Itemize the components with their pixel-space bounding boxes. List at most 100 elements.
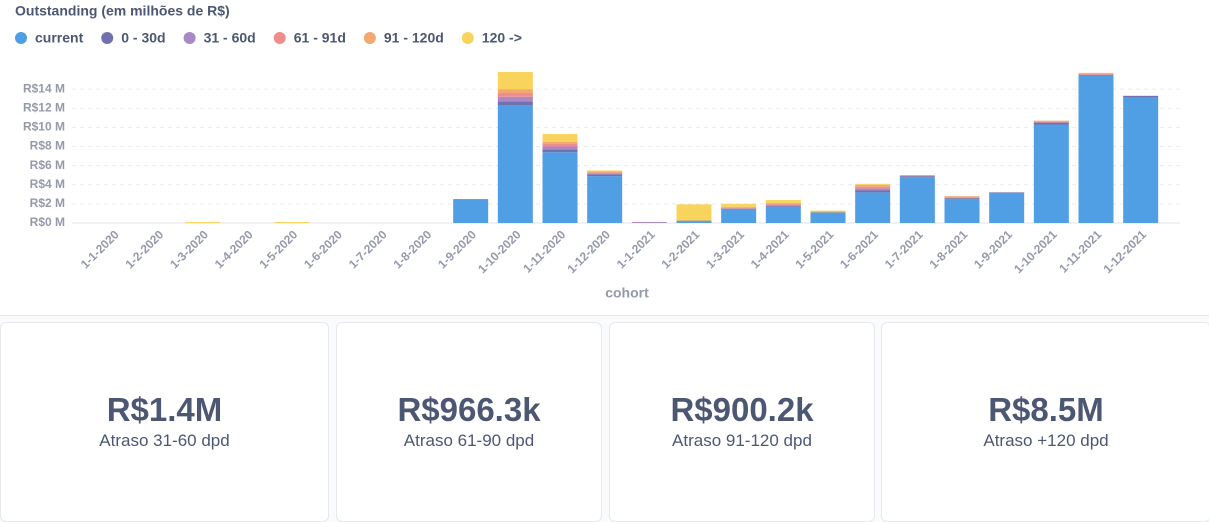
x-tick-label: 1-6-2020	[301, 227, 345, 271]
legend-swatch	[274, 32, 286, 44]
x-tick-label: 1-5-2021	[792, 227, 836, 271]
x-tick-label: 1-11-2021	[1056, 227, 1104, 275]
y-tick-label: R$0 M	[30, 215, 65, 229]
bar-segment	[587, 176, 622, 223]
bar-segment	[677, 221, 712, 223]
chart: Outstanding (em milhões de R$) cohort cu…	[0, 0, 1209, 315]
bar-segment	[587, 173, 622, 174]
bar-segment	[855, 187, 890, 189]
x-tick-label: 1-9-2020	[435, 227, 479, 271]
bar-segment	[855, 192, 890, 223]
bar-segment	[543, 144, 578, 147]
bar-segment	[543, 147, 578, 150]
kpi-value: R$8.5M	[882, 391, 1209, 429]
bar-segment	[1079, 73, 1114, 74]
bar-segment	[1079, 76, 1114, 223]
x-tick-label: 1-12-2021	[1100, 227, 1149, 276]
bar-segment	[543, 152, 578, 223]
bar-segment	[900, 177, 935, 223]
y-tick-label: R$12 M	[23, 100, 65, 114]
kpi-label: Atraso 31-60 dpd	[1, 431, 328, 451]
x-tick-label: 1-10-2020	[475, 227, 524, 276]
bar-segment	[1034, 123, 1069, 125]
legend-swatch	[15, 32, 27, 44]
bar-segment	[855, 185, 890, 187]
bar-segment	[1123, 98, 1158, 223]
bar-segment	[543, 134, 578, 142]
kpi-label: Atraso 61-90 dpd	[337, 431, 601, 451]
x-tick-label: 1-4-2020	[212, 227, 256, 271]
legend-swatch	[364, 32, 376, 44]
x-tick-label: 1-11-2020	[520, 227, 568, 275]
bar-segment	[989, 192, 1024, 193]
bar-segment	[766, 206, 801, 207]
bar-segment	[498, 102, 533, 106]
x-tick-label: 1-8-2020	[390, 227, 434, 271]
legend-label: 61 - 91d	[294, 30, 346, 46]
y-tick-label: R$10 M	[23, 120, 65, 134]
bar-segment	[811, 212, 846, 213]
bar-segment	[721, 208, 756, 209]
bar-segment	[811, 211, 846, 212]
kpi-label: Atraso 91-120 dpd	[610, 431, 874, 451]
x-tick-label: 1-7-2020	[346, 227, 390, 271]
legend-swatch	[184, 32, 196, 44]
x-tick-label: 1-10-2021	[1011, 227, 1060, 276]
bar-segment	[900, 175, 935, 176]
x-tick-label: 1-1-2021	[614, 227, 658, 271]
x-tick-label: 1-8-2021	[926, 227, 970, 271]
bar-segment	[1034, 121, 1069, 122]
bar-segment	[855, 189, 890, 191]
y-tick-label: R$6 M	[30, 158, 65, 172]
bar-segment	[900, 176, 935, 177]
bar-segment	[587, 171, 622, 172]
bar-segment	[766, 204, 801, 205]
bar-segment	[632, 222, 667, 223]
y-tick-label: R$4 M	[30, 177, 65, 191]
bar-segment	[1034, 122, 1069, 123]
bar-segment	[766, 203, 801, 204]
bar-segment	[721, 209, 756, 223]
bar-segment	[498, 105, 533, 223]
bar-segment	[945, 199, 980, 223]
bar-segment	[1079, 75, 1114, 76]
bar-segment	[945, 196, 980, 197]
x-tick-label: 1-5-2020	[256, 227, 300, 271]
y-tick-label: R$2 M	[30, 196, 65, 210]
bar-segment	[1079, 74, 1114, 75]
legend-label: 91 - 120d	[384, 30, 444, 46]
x-tick-label: 1-2-2020	[122, 227, 166, 271]
chart-title: Outstanding (em milhões de R$)	[15, 3, 230, 19]
bar-segment	[587, 172, 622, 173]
bar-segment	[766, 200, 801, 203]
legend-label: 31 - 60d	[204, 30, 256, 46]
bar-segment	[498, 72, 533, 89]
x-tick-label: 1-1-2020	[78, 227, 122, 271]
legend-label: 0 - 30d	[121, 30, 165, 46]
kpi-value: R$966.3k	[337, 391, 601, 429]
x-tick-label: 1-3-2021	[703, 227, 747, 271]
bar-segment	[855, 184, 890, 185]
bar-segment	[1123, 96, 1158, 98]
bar-segment	[721, 204, 756, 207]
bar-segment	[945, 197, 980, 198]
x-tick-label: 1-6-2021	[837, 227, 881, 271]
bar-segment	[498, 89, 533, 93]
legend-swatch	[462, 32, 474, 44]
legend-label: current	[35, 30, 84, 46]
bar-segment	[677, 204, 712, 220]
bar-segment	[498, 93, 533, 97]
bar-segment	[185, 222, 220, 223]
bar-segment	[766, 207, 801, 223]
bar-segment	[811, 212, 846, 223]
x-axis-label: cohort	[605, 285, 649, 301]
x-tick-label: 1-3-2020	[167, 227, 211, 271]
x-tick-label: 1-2-2021	[658, 227, 702, 271]
bar-segment	[945, 198, 980, 199]
x-tick-label: 1-9-2021	[971, 227, 1015, 271]
bar-segment	[587, 170, 622, 171]
